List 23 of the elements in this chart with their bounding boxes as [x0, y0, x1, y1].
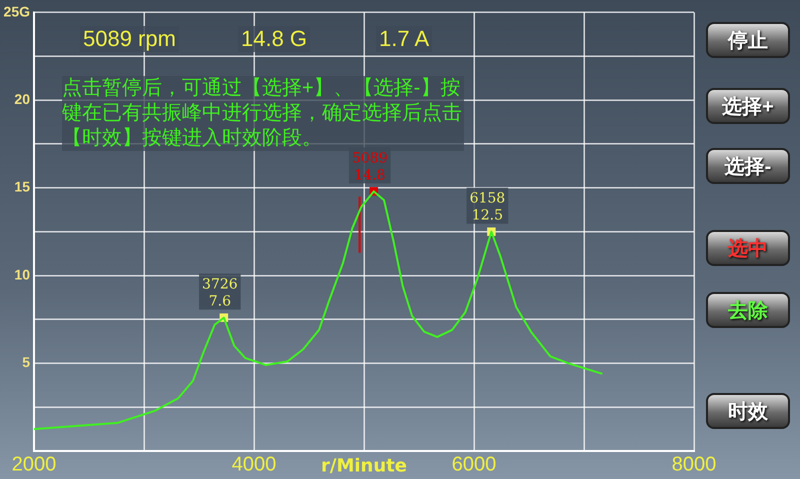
y-tick-label: 25G [4, 3, 30, 20]
y-tick-label: 20 [14, 90, 30, 107]
data-label: 5089 14.8 [352, 150, 388, 184]
annotation: 14.8 G [238, 26, 310, 52]
button: 选择+ [706, 88, 790, 124]
data-label: 3726 7.6 [202, 276, 238, 310]
x-tick-label: 6000 [452, 454, 496, 476]
button: 选择- [706, 148, 790, 184]
annotation: 5089 rpm [80, 26, 179, 52]
button: 选中 [706, 230, 790, 266]
data-label: 6158 12.5 [470, 190, 506, 224]
y-tick-label: 10 [14, 266, 30, 282]
annotation: 1.7 A [376, 26, 432, 52]
button: 时效 [706, 393, 790, 429]
button: 去除 [706, 292, 790, 328]
x-tick-label: 2000 [12, 454, 56, 476]
y-tick-label: 15 [14, 178, 30, 195]
y-tick-label: 5 [22, 354, 30, 370]
button: 停止 [706, 22, 790, 58]
x-axis-title: r/Minute [321, 456, 407, 477]
x-tick-label: 8000 [672, 454, 716, 476]
x-tick-label: 4000 [232, 454, 276, 476]
annotation: 点击暂停后，可通过【选择+】、【选择-】按键在已有共振峰中进行选择，确定选择后点击【时效】按键进入时效阶段。 [62, 76, 464, 151]
